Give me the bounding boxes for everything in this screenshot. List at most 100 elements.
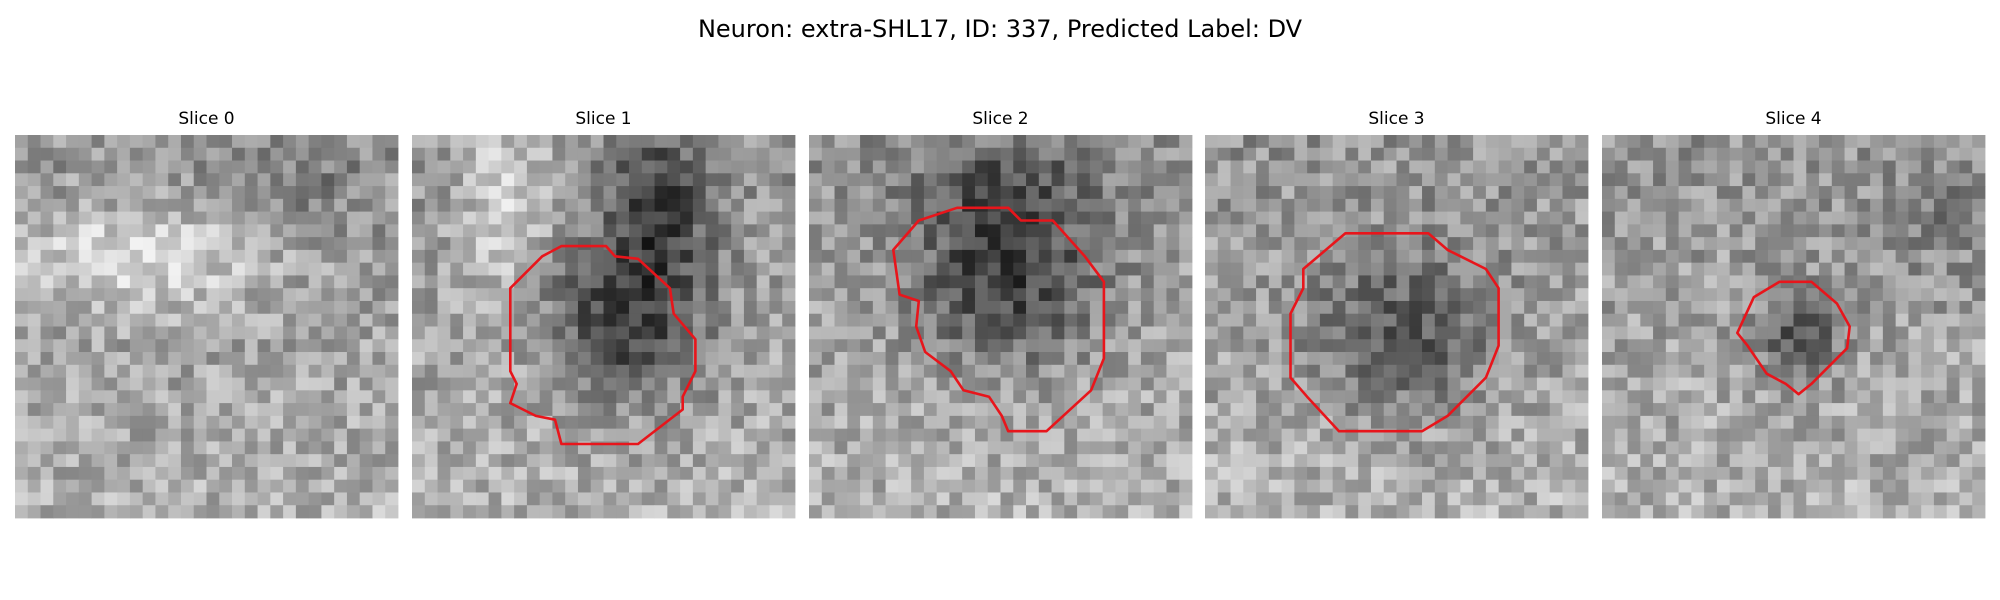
pixel xyxy=(257,262,271,276)
pixel xyxy=(372,403,386,417)
pixel xyxy=(78,135,92,149)
pixel xyxy=(1434,313,1448,327)
pixel xyxy=(1665,466,1679,481)
pixel xyxy=(1051,479,1065,493)
pixel xyxy=(40,505,54,519)
pixel xyxy=(692,147,707,161)
pixel xyxy=(1128,147,1142,161)
pixel xyxy=(756,415,770,430)
pixel xyxy=(860,160,874,174)
pixel xyxy=(346,275,361,289)
pixel xyxy=(1243,428,1257,442)
pixel xyxy=(847,415,861,430)
pixel xyxy=(1217,390,1231,404)
pixel xyxy=(1319,492,1334,506)
pixel xyxy=(1179,160,1193,174)
pixel xyxy=(1140,352,1155,366)
pixel xyxy=(1831,288,1845,302)
pixel xyxy=(1857,441,1871,455)
pixel xyxy=(860,403,874,417)
pixel xyxy=(911,147,925,161)
pixel xyxy=(1281,339,1295,353)
pixel xyxy=(1536,492,1551,506)
figure-title: Neuron: extra-SHL17, ID: 337, Predicted … xyxy=(698,15,1303,43)
pixel xyxy=(1882,352,1897,366)
pixel xyxy=(654,454,668,468)
pixel xyxy=(1319,428,1334,442)
pixel xyxy=(1256,479,1270,493)
pixel xyxy=(834,415,848,430)
pixel xyxy=(590,173,604,187)
pixel xyxy=(898,390,912,404)
pixel xyxy=(860,428,874,442)
pixel xyxy=(923,160,938,174)
pixel xyxy=(501,352,515,366)
pixel xyxy=(1422,135,1436,149)
pixel xyxy=(475,313,489,327)
pixel xyxy=(117,466,131,481)
pixel xyxy=(705,198,719,212)
pixel xyxy=(372,198,386,212)
pixel xyxy=(1013,186,1027,200)
pixel xyxy=(1383,173,1397,187)
pixel xyxy=(1729,198,1743,212)
pixel xyxy=(1933,492,1948,506)
pixel xyxy=(1460,339,1474,353)
pixel xyxy=(78,492,92,506)
pixel xyxy=(1742,403,1756,417)
pixel xyxy=(1307,339,1321,353)
pixel xyxy=(257,147,271,161)
pixel xyxy=(1780,262,1794,276)
pixel xyxy=(809,160,823,174)
pixel xyxy=(1498,415,1512,430)
pixel xyxy=(1230,262,1244,276)
pixel xyxy=(91,275,105,289)
pixel xyxy=(1729,300,1743,315)
pixel xyxy=(1908,466,1922,481)
pixel xyxy=(1704,454,1718,468)
pixel xyxy=(334,390,348,404)
pixel xyxy=(412,326,426,340)
pixel xyxy=(565,186,579,200)
pixel xyxy=(1665,249,1679,264)
pixel xyxy=(180,326,195,340)
pixel xyxy=(219,211,233,225)
pixel xyxy=(142,211,156,225)
pixel xyxy=(1064,339,1078,353)
pixel xyxy=(475,135,489,149)
pixel xyxy=(193,262,207,276)
pixel xyxy=(104,300,118,315)
pixel xyxy=(1562,403,1576,417)
pixel xyxy=(1345,352,1359,366)
pixel xyxy=(359,492,373,506)
pixel xyxy=(91,441,105,455)
pixel xyxy=(244,198,258,212)
pixel xyxy=(155,211,169,225)
pixel xyxy=(1383,135,1397,149)
pixel xyxy=(1575,428,1589,442)
pixel xyxy=(1819,505,1833,519)
pixel xyxy=(1562,364,1576,378)
pixel xyxy=(1678,186,1692,200)
pixel xyxy=(334,173,348,187)
pixel xyxy=(1819,339,1833,353)
pixel xyxy=(257,415,271,430)
pixel xyxy=(1179,454,1193,468)
pixel xyxy=(450,390,464,404)
pixel xyxy=(629,415,643,430)
pixel xyxy=(872,466,886,481)
pixel xyxy=(1345,262,1359,276)
pixel xyxy=(1485,198,1500,212)
pixel xyxy=(936,288,950,302)
pixel xyxy=(1933,339,1948,353)
pixel xyxy=(782,403,796,417)
pixel xyxy=(308,390,322,404)
pixel xyxy=(526,441,541,455)
pixel xyxy=(1921,479,1935,493)
pixel xyxy=(1921,249,1935,264)
pixel xyxy=(142,198,156,212)
pixel xyxy=(872,390,886,404)
pixel xyxy=(1243,415,1257,430)
pixel xyxy=(872,249,886,264)
pixel xyxy=(1319,186,1334,200)
